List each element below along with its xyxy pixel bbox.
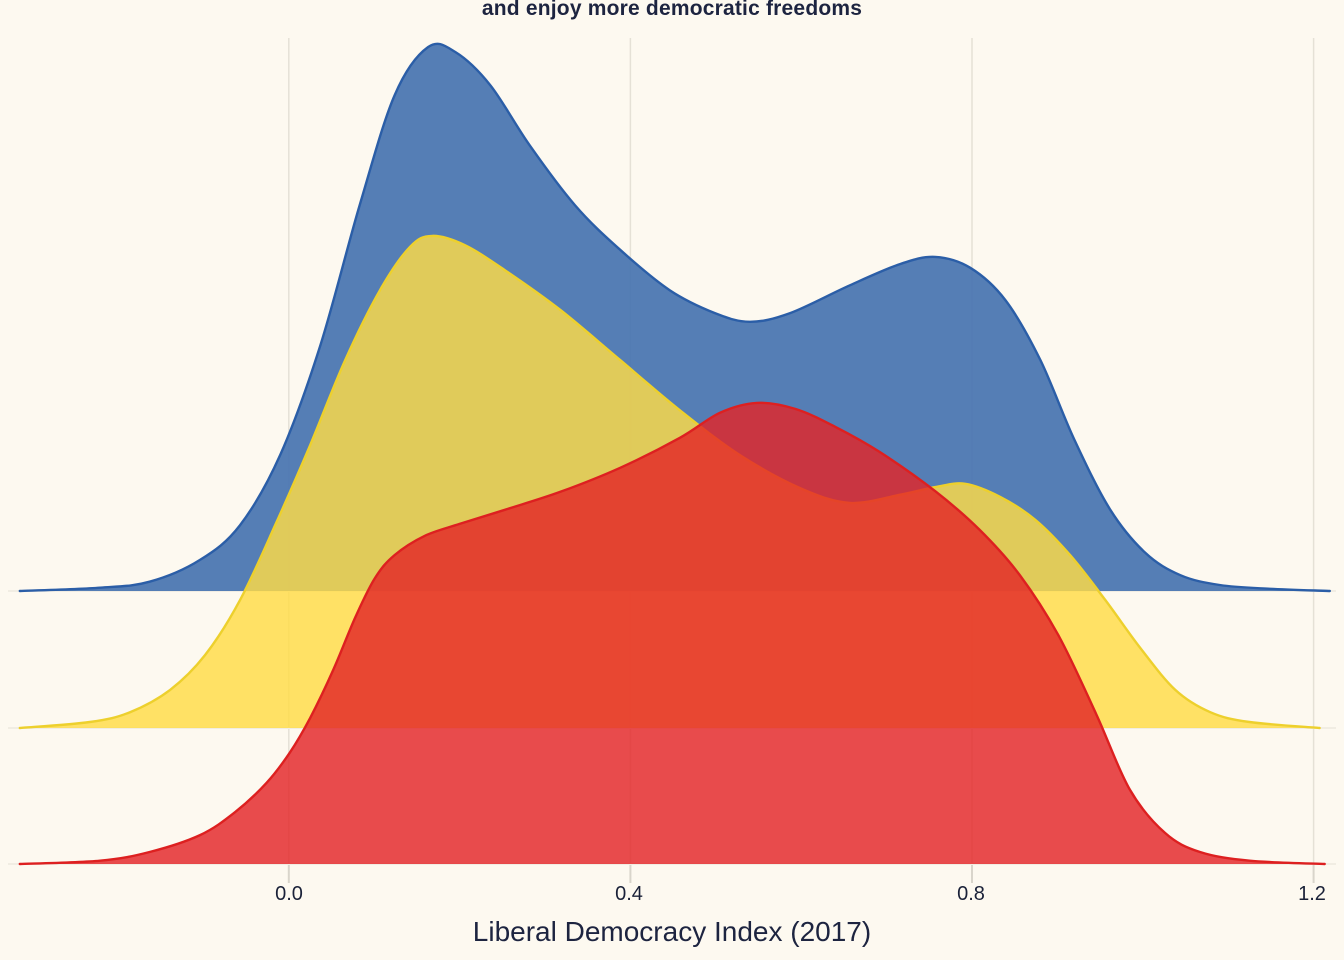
x-tick-label: 0.0 xyxy=(275,883,303,905)
x-axis-title: Liberal Democracy Index (2017) xyxy=(472,916,872,947)
density-curve-blue-top-ridge xyxy=(18,42,1331,593)
x-tick-label: 0.8 xyxy=(957,883,985,905)
density-curve-yellow-middle-ridge xyxy=(18,234,1321,730)
x-tick-label: 1.2 xyxy=(1298,883,1326,905)
x-tick-label: 0.4 xyxy=(615,883,643,905)
chart-title: and enjoy more democratic freedoms xyxy=(481,0,863,20)
density-curve-red-bottom-ridge xyxy=(18,401,1326,866)
density-fill-red-bottom-ridge xyxy=(19,402,1325,864)
